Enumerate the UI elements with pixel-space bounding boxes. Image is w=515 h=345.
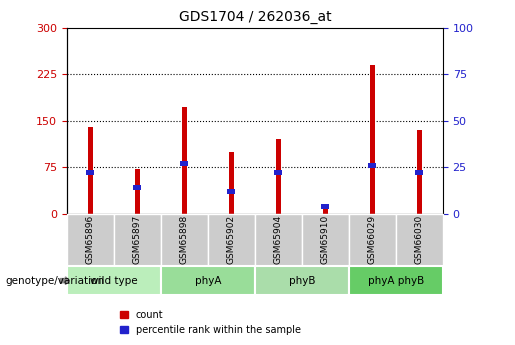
Bar: [274, 170, 282, 175]
Text: phyA: phyA: [195, 276, 221, 286]
Title: GDS1704 / 262036_at: GDS1704 / 262036_at: [179, 10, 331, 24]
Text: GSM65898: GSM65898: [180, 215, 189, 264]
Text: wild type: wild type: [90, 276, 138, 286]
Bar: [416, 170, 423, 175]
Bar: [417, 130, 422, 214]
Text: GSM66029: GSM66029: [368, 215, 377, 264]
Bar: [182, 107, 187, 214]
Bar: [228, 189, 235, 194]
Bar: [134, 169, 140, 214]
Text: GSM65902: GSM65902: [227, 215, 236, 264]
Bar: [370, 65, 375, 214]
Text: GSM65897: GSM65897: [133, 215, 142, 264]
Bar: [133, 185, 142, 190]
Bar: [276, 139, 281, 214]
Bar: [322, 206, 328, 214]
Bar: [180, 161, 188, 166]
Bar: [368, 163, 376, 168]
Text: phyA phyB: phyA phyB: [368, 276, 424, 286]
Text: GSM65910: GSM65910: [321, 215, 330, 264]
Bar: [321, 204, 330, 209]
Text: GSM66030: GSM66030: [415, 215, 424, 264]
Text: phyB: phyB: [289, 276, 315, 286]
Text: genotype/variation: genotype/variation: [5, 276, 104, 286]
Text: GSM65896: GSM65896: [86, 215, 95, 264]
Legend: count, percentile rank within the sample: count, percentile rank within the sample: [118, 308, 303, 337]
Bar: [87, 170, 94, 175]
Bar: [88, 127, 93, 214]
Bar: [229, 152, 234, 214]
Text: GSM65904: GSM65904: [274, 215, 283, 264]
